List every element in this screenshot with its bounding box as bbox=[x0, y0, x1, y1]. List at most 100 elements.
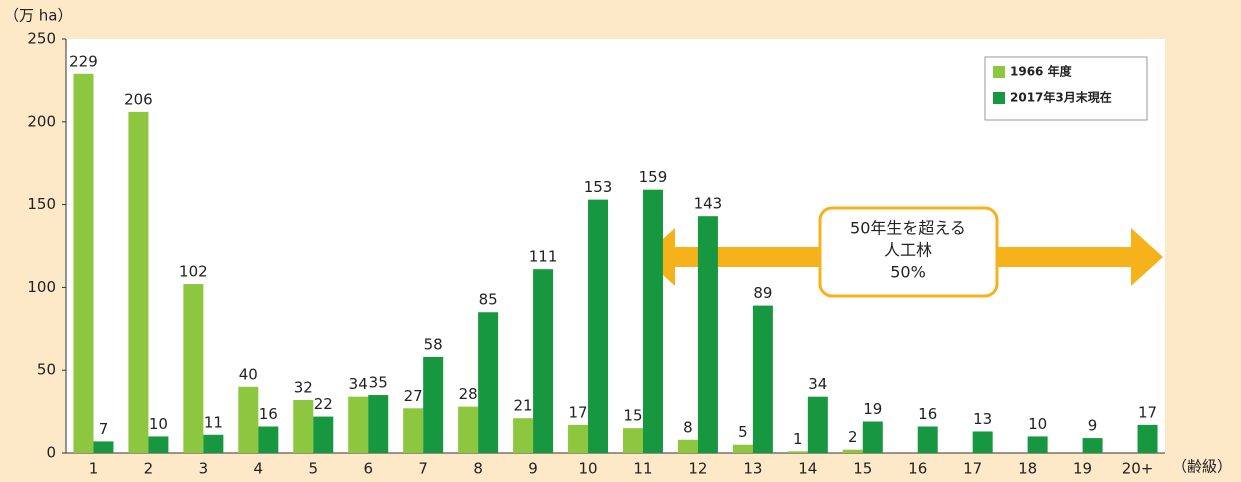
data-label: 16 bbox=[918, 405, 937, 423]
bar bbox=[73, 73, 94, 453]
data-label: 58 bbox=[424, 335, 443, 353]
y-axis-label: （万 ha） bbox=[4, 7, 72, 25]
data-label: 8 bbox=[683, 418, 693, 436]
legend-swatch bbox=[993, 92, 1005, 104]
bar bbox=[917, 426, 938, 453]
data-label: 28 bbox=[459, 385, 478, 403]
data-label: 9 bbox=[1088, 417, 1098, 435]
x-tick-label: 1 bbox=[89, 460, 99, 478]
bar bbox=[752, 305, 773, 453]
data-label: 34 bbox=[808, 375, 827, 393]
bar bbox=[293, 400, 314, 453]
bar bbox=[458, 406, 479, 453]
data-label: 15 bbox=[623, 407, 642, 425]
bar bbox=[368, 395, 389, 453]
bar bbox=[697, 216, 718, 453]
legend-box bbox=[984, 56, 1148, 121]
x-tick-label: 9 bbox=[528, 460, 538, 478]
data-label: 34 bbox=[349, 375, 368, 393]
data-label: 27 bbox=[404, 387, 423, 405]
data-label: 16 bbox=[259, 405, 278, 423]
legend-label: 2017年3月末現在 bbox=[1010, 90, 1112, 105]
x-tick-label: 17 bbox=[963, 460, 982, 478]
x-tick-label: 3 bbox=[199, 460, 209, 478]
legend-label: 1966 年度 bbox=[1010, 64, 1073, 79]
data-label: 2 bbox=[848, 428, 858, 446]
data-label: 89 bbox=[753, 284, 772, 302]
bar bbox=[93, 441, 114, 453]
bar bbox=[588, 199, 609, 453]
bar bbox=[183, 284, 204, 453]
y-tick-label: 50 bbox=[37, 361, 56, 379]
data-label: 35 bbox=[369, 374, 388, 392]
data-label: 206 bbox=[124, 90, 153, 108]
annotation-arrow bbox=[643, 206, 1163, 298]
bar bbox=[862, 421, 883, 453]
bar bbox=[1027, 436, 1048, 453]
bar bbox=[238, 386, 259, 453]
bar bbox=[1082, 438, 1103, 453]
bar bbox=[148, 436, 169, 453]
bar bbox=[313, 416, 334, 453]
x-tick-label: 15 bbox=[853, 460, 872, 478]
bar bbox=[478, 312, 499, 453]
x-tick-label: 4 bbox=[254, 460, 264, 478]
bar bbox=[348, 396, 369, 453]
bar bbox=[1137, 424, 1158, 453]
annotation-text: 人工林 bbox=[884, 241, 932, 260]
data-label: 10 bbox=[1028, 415, 1047, 433]
bar bbox=[787, 451, 808, 453]
data-label: 10 bbox=[149, 415, 168, 433]
bar bbox=[423, 356, 444, 453]
data-label: 22 bbox=[314, 395, 333, 413]
data-label: 19 bbox=[863, 400, 882, 418]
annotation-text: 50% bbox=[890, 263, 926, 282]
bar bbox=[533, 269, 554, 453]
x-tick-label: 2 bbox=[144, 460, 154, 478]
x-tick-label: 6 bbox=[363, 460, 373, 478]
bar bbox=[842, 449, 863, 453]
bar bbox=[513, 418, 534, 453]
data-label: 32 bbox=[294, 379, 313, 397]
y-tick-label: 250 bbox=[27, 30, 56, 48]
bar bbox=[568, 424, 589, 453]
x-tick-label: 8 bbox=[473, 460, 483, 478]
x-tick-label: 13 bbox=[743, 460, 762, 478]
x-tick-label: 20+ bbox=[1122, 460, 1154, 478]
x-tick-label: 7 bbox=[418, 460, 428, 478]
data-label: 13 bbox=[973, 410, 992, 428]
bar bbox=[642, 189, 663, 454]
data-label: 17 bbox=[568, 403, 587, 421]
bar bbox=[807, 396, 828, 453]
data-label: 17 bbox=[1138, 403, 1157, 421]
bar bbox=[203, 434, 224, 453]
x-tick-label: 5 bbox=[309, 460, 319, 478]
x-tick-label: 19 bbox=[1073, 460, 1092, 478]
data-label: 5 bbox=[738, 423, 748, 441]
data-label: 159 bbox=[639, 168, 668, 186]
y-tick-label: 150 bbox=[27, 195, 56, 213]
data-label: 111 bbox=[529, 248, 558, 266]
x-tick-label: 10 bbox=[578, 460, 597, 478]
bar bbox=[622, 428, 643, 453]
data-label: 11 bbox=[204, 413, 223, 431]
x-tick-label: 11 bbox=[633, 460, 652, 478]
data-label: 85 bbox=[479, 291, 498, 309]
y-tick-label: 0 bbox=[46, 444, 56, 462]
bar bbox=[128, 111, 149, 453]
data-label: 153 bbox=[584, 178, 613, 196]
data-label: 102 bbox=[179, 263, 208, 281]
annotation-text: 50年生を超える bbox=[850, 219, 966, 238]
data-label: 143 bbox=[694, 195, 723, 213]
data-label: 229 bbox=[69, 52, 98, 70]
data-label: 1 bbox=[793, 430, 803, 448]
y-tick-label: 100 bbox=[27, 278, 56, 296]
x-axis-label: （齢級） bbox=[1172, 458, 1232, 476]
data-label: 21 bbox=[514, 397, 533, 415]
legend-swatch bbox=[993, 66, 1005, 78]
bar bbox=[403, 408, 424, 453]
bar bbox=[677, 439, 698, 453]
bar bbox=[972, 431, 993, 453]
bar bbox=[258, 426, 279, 453]
